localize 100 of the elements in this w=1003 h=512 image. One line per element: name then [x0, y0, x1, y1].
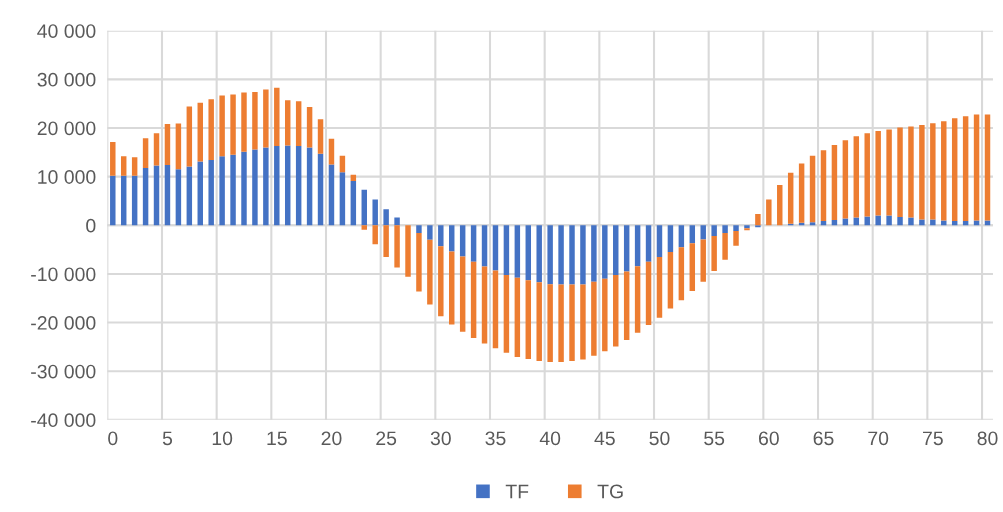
- bar: [941, 121, 947, 221]
- bar: [580, 284, 586, 360]
- x-tick-label: 30: [430, 431, 451, 446]
- bar: [274, 146, 280, 226]
- bar: [984, 220, 991, 226]
- bar: [427, 225, 433, 240]
- bar: [591, 281, 597, 356]
- x-tick-label: 50: [649, 431, 670, 446]
- bar: [722, 225, 728, 234]
- x-tick-label: 5: [162, 431, 173, 446]
- bar: [219, 156, 225, 226]
- bar: [569, 284, 575, 361]
- bar: [711, 225, 717, 236]
- bar: [886, 215, 892, 226]
- bar: [678, 247, 685, 301]
- bar: [645, 261, 652, 325]
- x-tick-label: 55: [704, 431, 725, 446]
- bar: [263, 89, 269, 148]
- y-tick-label: -40 000: [31, 413, 96, 428]
- bar: [569, 225, 575, 285]
- bar: [427, 239, 433, 305]
- bar: [110, 175, 116, 226]
- bar: [208, 160, 214, 226]
- bar: [525, 280, 532, 360]
- y-tick-label: -20 000: [31, 316, 96, 330]
- bar: [470, 261, 477, 339]
- bar: [623, 225, 630, 272]
- bar: [602, 278, 608, 352]
- x-tick-label: 10: [212, 431, 233, 446]
- bar: [656, 256, 663, 318]
- bar: [831, 145, 838, 220]
- bar: [930, 219, 936, 226]
- bar: [383, 225, 389, 257]
- bar: [525, 225, 532, 281]
- bar: [941, 220, 947, 226]
- bar: [481, 266, 488, 344]
- bar: [295, 146, 302, 226]
- bar: [809, 155, 816, 223]
- bar: [252, 92, 258, 150]
- bar: [700, 225, 706, 240]
- bar: [274, 87, 280, 146]
- bar: [438, 246, 444, 317]
- bar: [317, 119, 324, 154]
- bar: [536, 282, 542, 361]
- bar: [536, 225, 542, 283]
- bar: [131, 175, 138, 226]
- bar: [973, 114, 980, 221]
- bar: [634, 225, 641, 267]
- bar: [656, 225, 663, 257]
- bar: [263, 147, 269, 226]
- bar: [241, 92, 247, 152]
- bar: [962, 116, 969, 221]
- bar: [361, 225, 367, 230]
- bar: [328, 164, 335, 226]
- bar: [951, 118, 958, 221]
- bar: [459, 256, 466, 332]
- bar: [339, 172, 346, 226]
- bar: [766, 199, 772, 226]
- bar: [219, 95, 225, 157]
- bar: [864, 216, 870, 226]
- bar: [919, 125, 925, 220]
- legend-label: TF: [505, 484, 529, 499]
- bar: [897, 217, 903, 226]
- legend-label: TG: [597, 484, 623, 499]
- x-tick-label: 15: [267, 431, 287, 446]
- bar: [733, 225, 739, 232]
- bar: [306, 107, 313, 148]
- bar: [733, 231, 739, 246]
- x-tick-label: 25: [376, 431, 397, 446]
- bar: [787, 172, 794, 224]
- bar: [645, 225, 652, 262]
- bar: [285, 145, 291, 226]
- bar: [175, 123, 182, 170]
- bar: [449, 225, 455, 252]
- bar: [864, 133, 870, 217]
- bar: [372, 199, 378, 226]
- bar: [558, 284, 564, 362]
- bar: [973, 220, 980, 226]
- bar: [186, 106, 193, 167]
- bar: [820, 150, 827, 221]
- y-tick-label: 10 000: [38, 170, 96, 184]
- x-tick-label: 75: [923, 431, 943, 446]
- x-tick-label: 70: [868, 431, 889, 446]
- bar: [875, 215, 881, 226]
- bar: [853, 136, 860, 218]
- x-tick-label: 20: [321, 431, 342, 446]
- bar: [842, 140, 849, 219]
- bar: [142, 138, 149, 168]
- bar: [197, 102, 203, 162]
- bar: [449, 251, 455, 325]
- x-tick-label: 0: [108, 431, 118, 446]
- bar: [689, 243, 696, 291]
- bar: [886, 129, 892, 216]
- bar: [875, 130, 881, 216]
- bar: [164, 164, 171, 226]
- y-tick-label: -30 000: [31, 364, 96, 379]
- bar: [394, 217, 400, 226]
- bar: [306, 147, 313, 226]
- bar: [208, 99, 214, 161]
- bar: [711, 235, 717, 271]
